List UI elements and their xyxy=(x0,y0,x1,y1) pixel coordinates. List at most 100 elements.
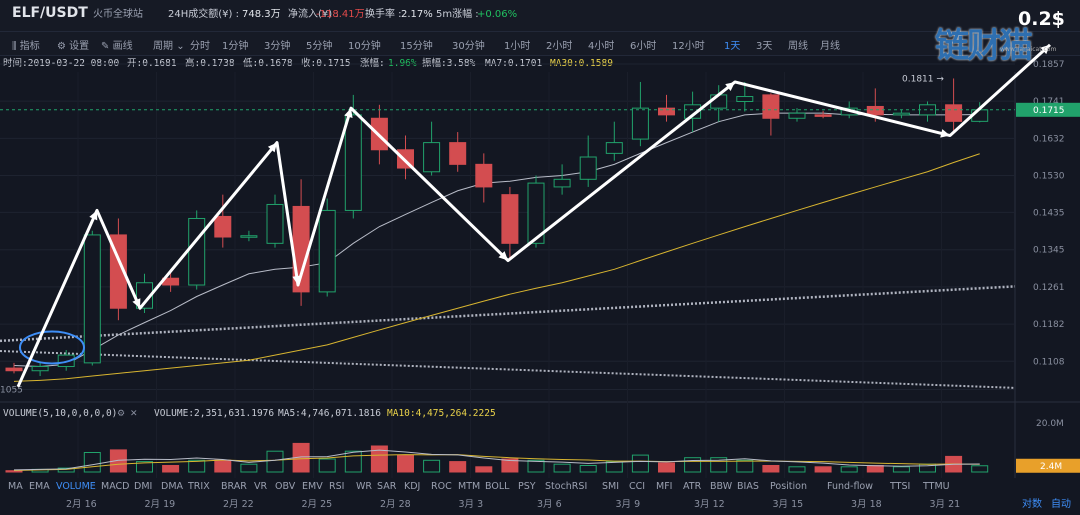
volume-bar-22 xyxy=(579,465,597,473)
indicator-tab-volume[interactable]: VOLUME xyxy=(56,481,96,492)
timeframe-2[interactable]: 3分钟 xyxy=(264,41,291,52)
x-tick-label-4: 2月 28 xyxy=(380,499,411,510)
timeframe-8[interactable]: 2小时 xyxy=(546,41,573,52)
x-tick-label-8: 3月 12 xyxy=(694,499,725,510)
indicator-tab-mtm[interactable]: MTM xyxy=(458,481,481,492)
timeframe-13[interactable]: 3天 xyxy=(756,41,773,52)
indicator-tab-bbw[interactable]: BBW xyxy=(710,481,733,492)
candle-body-5 xyxy=(136,282,153,309)
volume-bar-7 xyxy=(188,459,206,473)
candle-body-24 xyxy=(631,107,649,140)
indicator-tab-cci[interactable]: CCI xyxy=(629,481,646,492)
x-tick-label-11: 3月 21 xyxy=(930,499,961,510)
candle-body-0 xyxy=(5,367,23,372)
annotation-arrowhead-0 xyxy=(89,210,98,221)
timeframe-10[interactable]: 6小时 xyxy=(630,41,657,52)
ma7-line xyxy=(13,112,980,368)
period-dropdown[interactable]: 周期 ⌄ xyxy=(153,37,185,52)
volume-bar-32 xyxy=(840,466,858,473)
timeframe-7[interactable]: 1小时 xyxy=(504,41,531,52)
volume-tick-20m: 20.0M xyxy=(1036,419,1064,429)
indicator-tab-position[interactable]: Position xyxy=(770,481,807,492)
annotation-zigzag xyxy=(16,43,1052,388)
info-open: 开:0.1681 xyxy=(127,58,177,69)
current-price-badge xyxy=(1016,102,1080,117)
indicator-tab-trix[interactable]: TRIX xyxy=(188,481,210,492)
indicator-tab-obv[interactable]: OBV xyxy=(275,481,296,492)
annotation-arrowhead-4 xyxy=(344,108,353,119)
timeframe-6[interactable]: 30分钟 xyxy=(452,41,485,52)
indicator-tab-emv[interactable]: EMV xyxy=(302,481,323,492)
indicator-icon: ⫼ xyxy=(12,41,17,52)
timeframe-1[interactable]: 1分钟 xyxy=(222,41,249,52)
x-tick-label-9: 3月 15 xyxy=(773,499,804,510)
indicator-tab-vr[interactable]: VR xyxy=(254,481,268,492)
symbol-title[interactable]: ELF/USDT xyxy=(12,5,88,21)
indicator-tab-ma[interactable]: MA xyxy=(8,481,23,492)
volume-bar-0 xyxy=(5,470,23,473)
volume-close-icon[interactable]: ✕ xyxy=(130,409,138,419)
volume-bar-15 xyxy=(397,454,414,473)
annotation-arrowhead-2 xyxy=(267,142,277,153)
indicator-tab-fund-flow[interactable]: Fund-flow xyxy=(827,481,874,492)
volume-bar-30 xyxy=(788,466,806,473)
volume-settings-icon[interactable]: ⚙ xyxy=(117,409,126,419)
auto-scale-toggle[interactable]: 自动 xyxy=(1051,499,1071,510)
log-scale-toggle[interactable]: 对数 xyxy=(1022,499,1042,510)
volume-bar-9 xyxy=(240,463,258,473)
indicator-tab-macd[interactable]: MACD xyxy=(101,481,130,492)
indicator-tab-dmi[interactable]: DMI xyxy=(134,481,153,492)
timeframe-14[interactable]: 周线 xyxy=(788,41,808,52)
volume-current-badge xyxy=(1016,458,1080,473)
indicator-tab-brar[interactable]: BRAR xyxy=(221,481,247,492)
candle-body-30 xyxy=(788,112,806,119)
settings-label: 设置 xyxy=(69,41,90,52)
turnover-value: 2.17% xyxy=(401,9,433,20)
annotation-arrowhead-8 xyxy=(1040,44,1050,55)
indicator-tab-psy[interactable]: PSY xyxy=(518,481,536,492)
annotation-arrowhead-3 xyxy=(292,275,301,286)
indicator-tab-rsi[interactable]: RSI xyxy=(329,481,345,492)
indicator-tab-ttmu[interactable]: TTMU xyxy=(923,481,950,492)
settings-button[interactable]: ⚙ 设置 xyxy=(57,37,89,52)
site-logo: 链财猫 xyxy=(935,26,1033,66)
timeframe-0[interactable]: 分时 xyxy=(190,41,210,52)
timeframe-5[interactable]: 15分钟 xyxy=(400,41,433,52)
timeframe-15[interactable]: 月线 xyxy=(820,41,840,52)
indicator-tab-kdj[interactable]: KDJ xyxy=(404,481,421,492)
candle-body-31 xyxy=(814,114,832,117)
indicator-tab-sar[interactable]: SAR xyxy=(377,481,397,492)
indicator-tab-atr[interactable]: ATR xyxy=(683,481,702,492)
timeframe-4[interactable]: 10分钟 xyxy=(348,41,381,52)
indicator-tab-dma[interactable]: DMA xyxy=(161,481,184,492)
current-price-label: 0.1715 xyxy=(1033,106,1065,116)
indicator-tab-mfi[interactable]: MFI xyxy=(656,481,673,492)
timeframe-12[interactable]: 1天 xyxy=(724,41,741,52)
candle-body-23 xyxy=(605,142,623,154)
indicator-button[interactable]: ⫼ 指标 xyxy=(12,37,40,52)
timeframe-9[interactable]: 4小时 xyxy=(588,41,615,52)
draw-label: 画线 xyxy=(112,41,133,52)
indicator-tab-smi[interactable]: SMI xyxy=(602,481,620,492)
x-tick-label-0: 2月 16 xyxy=(66,499,97,510)
info-time: 时间:2019-03-22 08:00 xyxy=(3,58,120,69)
candle-body-3 xyxy=(83,234,101,364)
indicator-tab-ema[interactable]: EMA xyxy=(29,481,50,492)
indicator-tab-boll[interactable]: BOLL xyxy=(485,481,510,492)
timeframe-11[interactable]: 12小时 xyxy=(672,41,705,52)
indicator-tab-bias[interactable]: BIAS xyxy=(737,481,759,492)
indicator-tab-ttsi[interactable]: TTSI xyxy=(890,481,911,492)
volume-bar-24 xyxy=(631,454,649,473)
volume-label: 24H成交额(¥) : xyxy=(168,9,239,20)
volume-bar-19 xyxy=(501,458,519,473)
indicator-tab-roc[interactable]: ROC xyxy=(431,481,452,492)
change-value: +0.06% xyxy=(477,9,518,20)
indicator-tab-stochrsi[interactable]: StochRSI xyxy=(545,481,588,492)
exchange-name: 火币全球站 xyxy=(93,9,143,20)
draw-button[interactable]: ✎ 画线 xyxy=(101,37,133,52)
indicator-tab-wr[interactable]: WR xyxy=(356,481,372,492)
ma30-line xyxy=(13,153,980,382)
y-tick-label-8: 0.1108 xyxy=(1033,357,1065,367)
timeframe-3[interactable]: 5分钟 xyxy=(306,41,333,52)
